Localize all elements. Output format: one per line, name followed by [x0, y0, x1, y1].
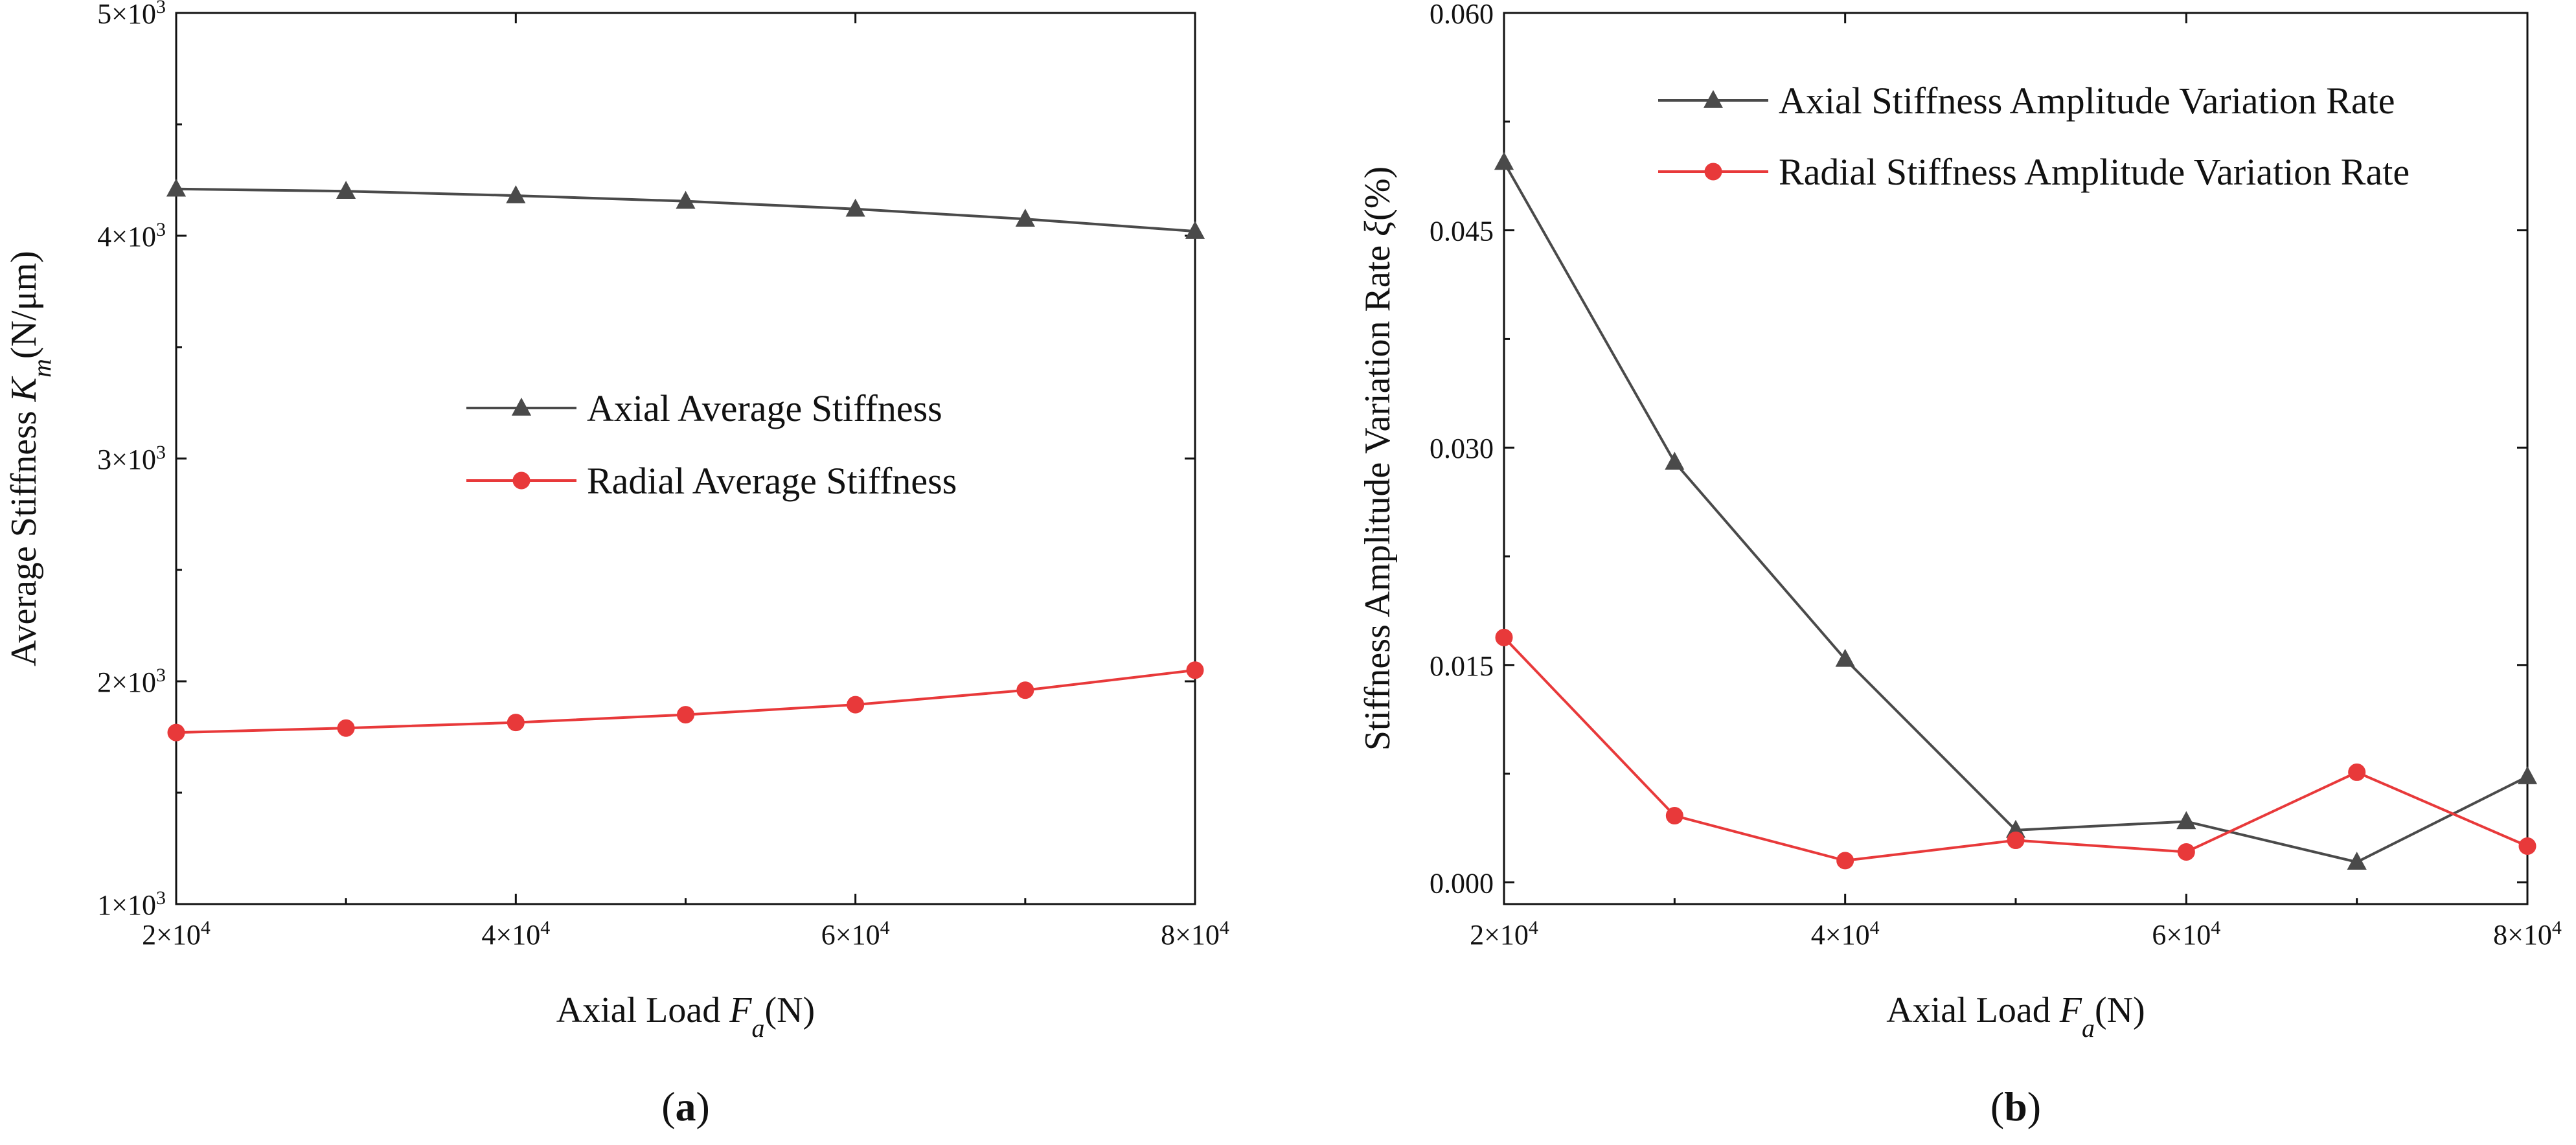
y-tick-label: 0.060	[1430, 0, 1494, 30]
series-radial	[167, 661, 1204, 742]
y-tick-label: 3×103	[97, 442, 166, 476]
data-point	[2517, 766, 2538, 784]
panel-caption: (a)	[661, 1083, 710, 1129]
y-tick-label: 0.030	[1430, 433, 1494, 464]
legend-label: Radial Stiffness Amplitude Variation Rat…	[1779, 151, 2410, 193]
data-point	[166, 178, 187, 197]
data-point	[1836, 852, 1854, 870]
data-point	[1015, 209, 1035, 227]
data-point	[1835, 648, 1855, 667]
data-point	[677, 706, 694, 724]
legend-label: Radial Average Stiffness	[587, 460, 957, 502]
data-point	[506, 185, 526, 203]
legend: Axial Average Stiffness Radial Average St…	[466, 387, 957, 502]
series-axial	[1494, 152, 2538, 870]
data-point	[847, 696, 865, 714]
plot-frame	[175, 12, 1196, 905]
plot-frame	[1503, 12, 2529, 905]
y-tick-label: 1×103	[97, 887, 166, 922]
series-line	[1503, 161, 2528, 864]
x-tick-label: 4×104	[1811, 917, 1880, 951]
data-point	[337, 719, 355, 737]
legend-marker	[512, 471, 530, 490]
data-point	[336, 181, 356, 199]
data-point	[2177, 843, 2195, 861]
data-point	[507, 714, 525, 732]
x-tick-label: 4×104	[481, 917, 550, 951]
series-radial	[1495, 628, 2536, 870]
x-tick-label: 2×104	[142, 917, 211, 951]
legend-marker	[1703, 89, 1724, 108]
x-tick-label: 6×104	[821, 917, 890, 951]
legend-label: Axial Average Stiffness	[587, 387, 942, 429]
x-tick-label: 2×104	[1470, 917, 1538, 951]
data-point	[2347, 852, 2367, 870]
legend-marker	[1704, 163, 1722, 181]
y-tick-label: 4×103	[97, 219, 166, 253]
data-point	[1185, 221, 1205, 239]
data-point	[2007, 832, 2025, 850]
data-point	[1016, 681, 1034, 699]
x-tick-label: 8×104	[1161, 917, 1229, 951]
data-point	[1186, 661, 1204, 679]
panel-caption: (b)	[1990, 1083, 2041, 1129]
y-tick-label: 5×103	[97, 0, 166, 30]
y-tick-label: 0.015	[1430, 650, 1494, 682]
data-point	[2348, 763, 2366, 781]
chart-b: 2×104 4×104 6×104 8×104 0.000 0.015 0.030 0.045…	[1358, 0, 2562, 1129]
x-tick-label: 6×104	[2152, 917, 2220, 951]
legend: Axial Stiffness Amplitude Variation Rate…	[1658, 80, 2410, 193]
legend-label: Axial Stiffness Amplitude Variation Rate	[1779, 80, 2395, 122]
y-axis-label: Stiffness Amplitude Variation Rate ξ(%)	[1358, 166, 1398, 751]
x-axis-label: Axial Load Fa(N)	[1886, 990, 2145, 1043]
x-axis-label: Axial Load Fa(N)	[556, 990, 815, 1043]
y-tick-label: 0.000	[1430, 867, 1494, 899]
y-axis-label: Average Stiffness Km(N/μm)	[4, 251, 56, 666]
data-point	[2518, 837, 2536, 856]
data-point	[845, 198, 865, 217]
series-axial	[166, 178, 1205, 239]
chart-a: 2×104 4×104 6×104 8×104 1×103 2×103 3×103 4×103…	[4, 0, 1229, 1129]
data-point	[1495, 628, 1513, 646]
data-point	[1665, 807, 1683, 825]
data-point	[1665, 451, 1685, 470]
y-tick-label: 0.045	[1430, 216, 1494, 247]
y-tick-label: 2×103	[97, 664, 166, 699]
legend-marker	[511, 397, 532, 416]
x-tick-label: 8×104	[2493, 917, 2562, 951]
data-point	[676, 190, 696, 209]
data-point	[1494, 152, 1514, 170]
data-point	[2176, 811, 2196, 830]
data-point	[167, 723, 185, 742]
